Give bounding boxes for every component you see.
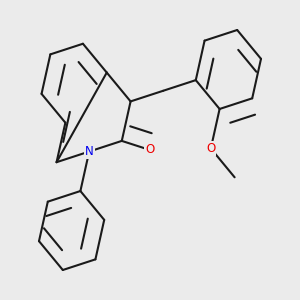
Text: N: N bbox=[85, 145, 94, 158]
Text: O: O bbox=[206, 142, 215, 155]
Text: O: O bbox=[146, 143, 154, 157]
